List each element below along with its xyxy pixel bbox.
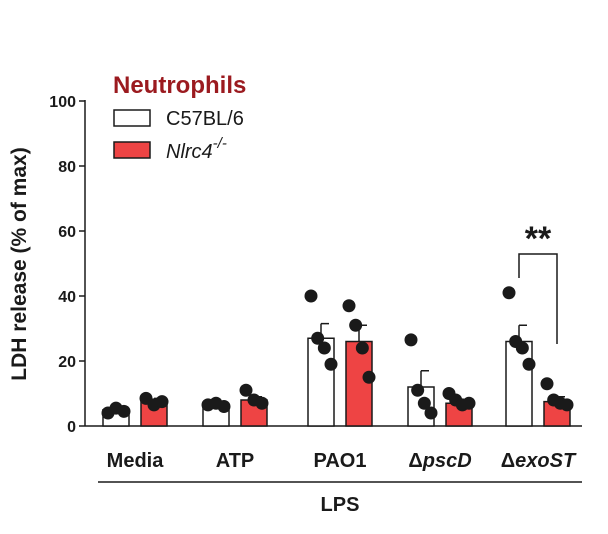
point-nlrc4-4-3 — [560, 398, 574, 412]
x-category-name-1: ATP — [216, 450, 255, 472]
significance-annotation: ** — [518, 220, 558, 344]
legend-swatch-c57bl6 — [113, 109, 151, 127]
x-category-label-2: PAO1 — [314, 450, 367, 472]
significance-stars: ** — [525, 220, 552, 258]
y-tick-label-0: 0 — [67, 419, 76, 436]
point-nlrc4-2-3 — [362, 370, 376, 384]
x-category-label-1: ATP — [216, 450, 255, 472]
point-c57bl-6-3-2 — [417, 396, 431, 410]
legend-label-c57bl6: C57BL/6 — [166, 108, 244, 130]
point-nlrc4-0-2 — [155, 395, 169, 409]
point-c57bl-6-3-0 — [404, 333, 418, 347]
significance-bracket — [518, 253, 558, 344]
point-c57bl-6-2-0 — [304, 289, 318, 303]
point-nlrc4-4-0 — [540, 377, 554, 391]
bar-nlrc4-2 — [345, 340, 373, 427]
y-tick-label-20: 20 — [58, 354, 76, 371]
point-c57bl-6-2-1 — [311, 331, 325, 345]
y-tick-label-60: 60 — [58, 224, 76, 241]
lps-group-label: LPS — [321, 494, 360, 516]
x-category-name-3: pscD — [422, 450, 472, 472]
bars — [102, 322, 571, 427]
point-nlrc4-2-0 — [342, 299, 356, 313]
point-c57bl-6-3-1 — [411, 383, 425, 397]
point-c57bl-6-1-2 — [217, 400, 231, 413]
y-tick-label-80: 80 — [58, 159, 76, 176]
x-category-name-0: Media — [107, 450, 165, 472]
legend-label-nlrc4: Nlrc4-/- — [166, 135, 227, 163]
data-points — [101, 286, 574, 420]
x-axis-categories: Media ATP PAO1 ΔpscD ΔexoST — [107, 450, 577, 472]
point-nlrc4-1-2 — [255, 396, 269, 410]
x-category-name-2: PAO1 — [314, 450, 367, 472]
point-c57bl-6-0-2 — [117, 404, 131, 418]
point-nlrc4-2-2 — [355, 341, 369, 355]
point-nlrc4-2-1 — [349, 318, 363, 332]
point-c57bl-6-2-2 — [317, 341, 331, 355]
point-nlrc4-1-0 — [239, 383, 253, 397]
y-axis-label: LDH release (% of max) — [8, 147, 31, 380]
x-category-name-4: exoST — [515, 450, 577, 472]
point-c57bl-6-4-0 — [502, 286, 516, 300]
y-axis: 0 20 40 60 80 100 — [49, 94, 582, 436]
x-category-label-4: ΔexoST — [501, 450, 577, 472]
y-tick-label-100: 100 — [49, 94, 76, 111]
point-c57bl-6-3-3 — [424, 406, 438, 420]
legend-label-nlrc4-superscript: -/- — [213, 135, 227, 152]
chart-title: Neutrophils — [113, 72, 246, 99]
point-c57bl-6-4-3 — [522, 357, 536, 371]
y-tick-label-40: 40 — [58, 289, 76, 306]
point-c57bl-6-4-2 — [515, 341, 529, 355]
x-category-prefix-3: Δ — [408, 450, 422, 472]
x-category-prefix-4: Δ — [501, 450, 515, 472]
point-c57bl-6-2-3 — [324, 357, 338, 371]
legend-swatch-nlrc4 — [113, 141, 151, 159]
legend-label-nlrc4-name: Nlrc4 — [166, 141, 213, 163]
x-category-label-0: Media — [107, 450, 165, 472]
legend: C57BL/6 Nlrc4-/- — [113, 108, 244, 163]
x-category-label-3: ΔpscD — [408, 450, 471, 472]
bar-c57bl-6-4 — [505, 340, 533, 427]
point-nlrc4-3-3 — [462, 396, 476, 410]
lps-group: LPS — [98, 481, 582, 516]
